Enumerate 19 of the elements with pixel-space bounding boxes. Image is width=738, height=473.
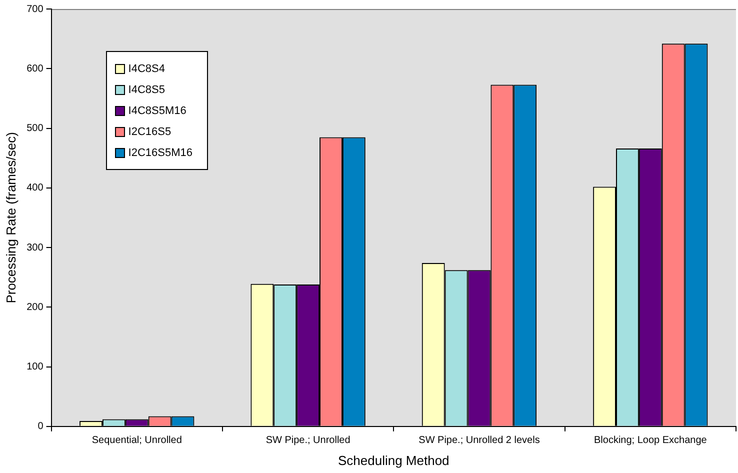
y-tick-label: 600	[26, 63, 44, 74]
legend-label: I4C8S5	[128, 84, 165, 96]
legend-label: I4C8S4	[128, 62, 165, 74]
x-axis-title: Scheduling Method	[338, 452, 450, 468]
legend-label: I2C16S5	[128, 126, 172, 138]
x-tick-label: SW Pipe.; Unrolled	[266, 435, 350, 446]
y-tick-label: 400	[26, 182, 44, 194]
y-tick-label: 200	[26, 302, 44, 313]
y-tick-label: 0	[38, 421, 44, 432]
legend-label: I2C16S5M16	[128, 146, 192, 158]
y-axis-title: Processing Rate (frames/sec)	[3, 132, 18, 304]
x-tick-label: Sequential; Unrolled	[92, 435, 182, 446]
y-tick-label: 500	[26, 123, 44, 134]
y-tick-label: 700	[26, 4, 44, 15]
x-tick-label: SW Pipe.; Unrolled 2 levels	[418, 435, 540, 446]
x-tick-label: Blocking; Loop Exchange	[594, 435, 708, 446]
legend-label: I4C8S5M16	[128, 104, 186, 116]
y-tick-label: 300	[26, 242, 44, 254]
y-tick-label: 100	[26, 362, 44, 373]
